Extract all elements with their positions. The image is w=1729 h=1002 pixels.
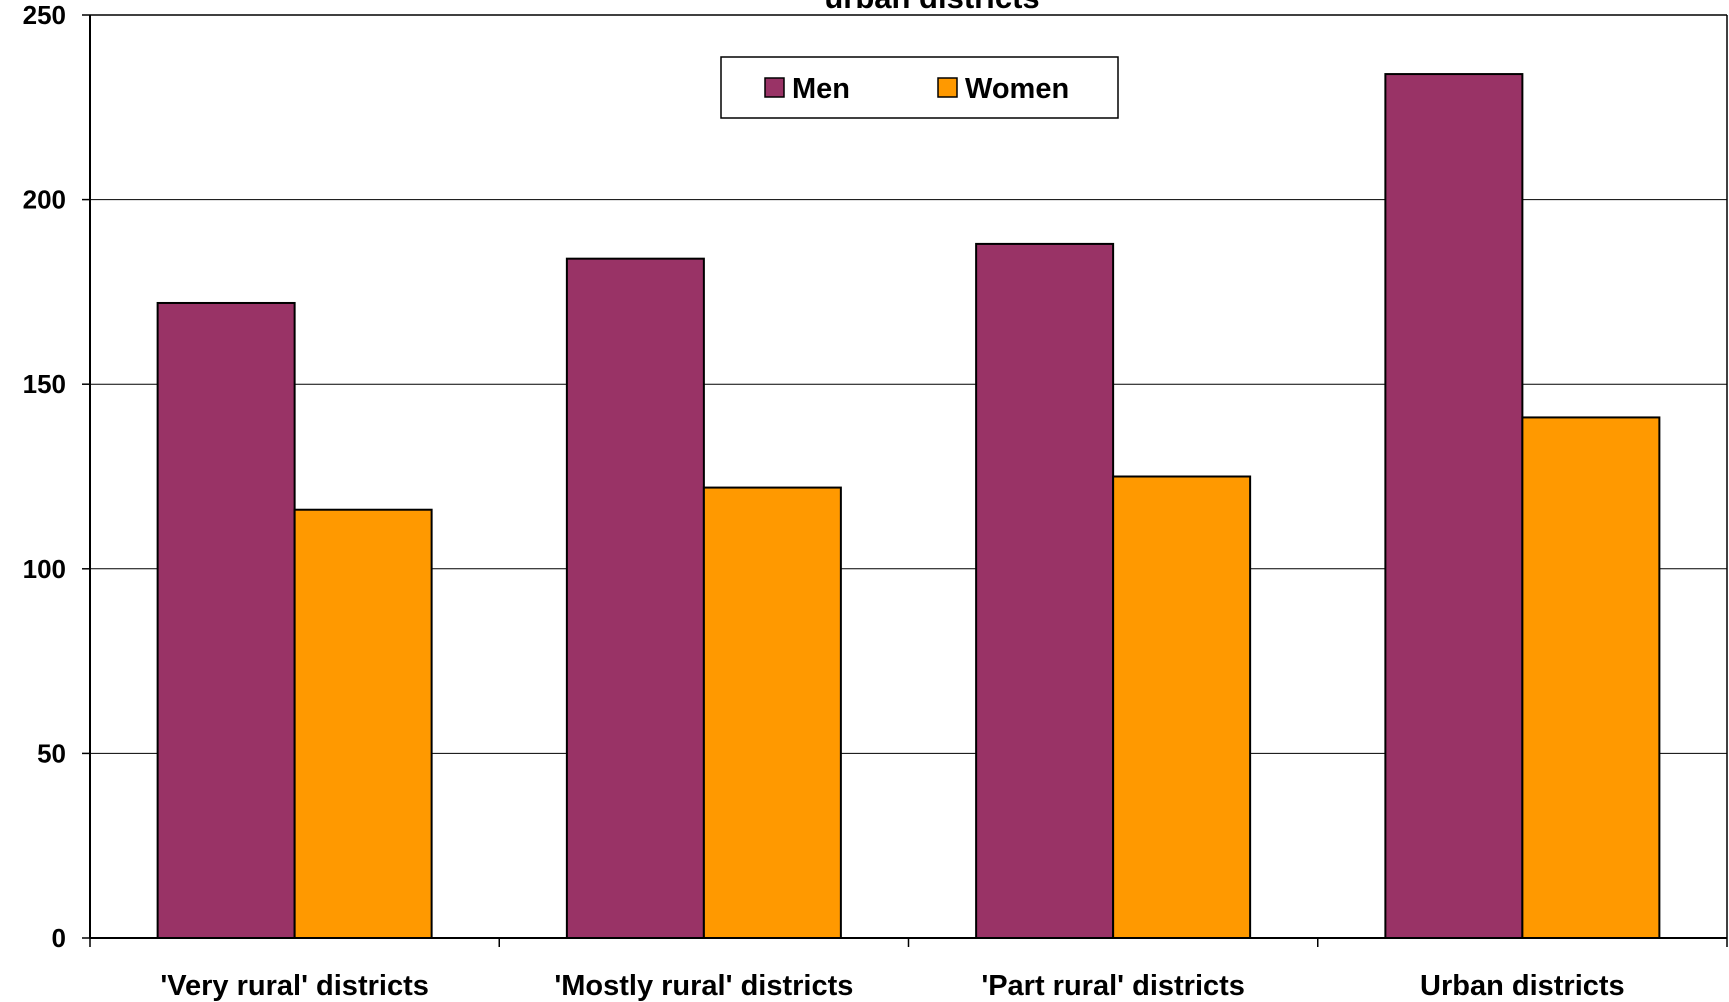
y-axis-tick-labels: 0 50 100 150 200 250 — [23, 0, 66, 953]
axes — [82, 14, 1728, 947]
legend: Men Women — [720, 56, 1119, 119]
x-tick-label: 'Very rural' districts — [160, 970, 428, 1002]
legend-swatch-women — [937, 77, 958, 98]
legend-box — [720, 56, 1119, 119]
bar-men-3 — [1384, 73, 1524, 939]
bar-women-1 — [702, 486, 842, 939]
bar-women-0 — [293, 508, 433, 939]
x-axis-tick-labels: 'Very rural' districts 'Mostly rural' dis… — [160, 970, 1624, 1002]
y-tick-label: 200 — [23, 185, 66, 215]
y-tick-label: 150 — [23, 369, 66, 399]
legend-label-men: Men — [792, 73, 850, 105]
y-tick-label: 100 — [23, 554, 66, 584]
y-tick-label: 0 — [52, 923, 66, 953]
y-tick-label: 250 — [23, 0, 66, 30]
x-tick-label: Urban districts — [1420, 970, 1625, 1002]
bar-women-3 — [1521, 416, 1661, 940]
legend-swatch-men — [764, 77, 785, 98]
y-tick-label: 50 — [37, 738, 66, 768]
legend-label-women: Women — [965, 73, 1069, 105]
bar-men-0 — [156, 301, 296, 939]
x-tick-label: 'Mostly rural' districts — [554, 970, 853, 1002]
bar-women-2 — [1112, 475, 1252, 939]
bars — [156, 73, 1661, 940]
bar-men-1 — [565, 257, 705, 939]
chart-title: urban districts — [824, 0, 1039, 15]
bar-men-2 — [975, 242, 1115, 940]
x-tick-label: 'Part rural' districts — [981, 970, 1245, 1002]
